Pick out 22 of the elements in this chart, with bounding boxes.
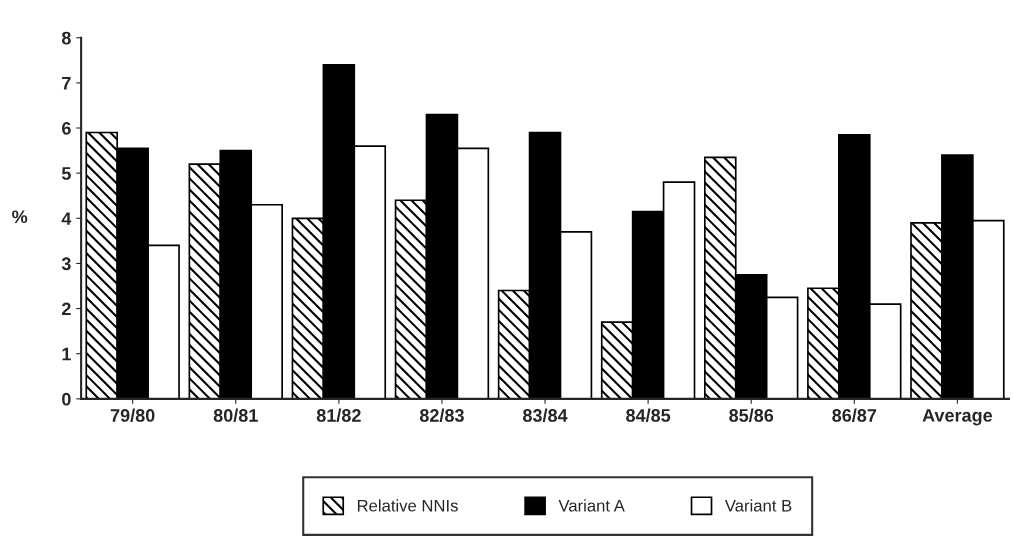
y-tick-label: 6 xyxy=(62,121,71,135)
x-tick-label: 82/83 xyxy=(419,408,464,423)
y-tick-label: 8 xyxy=(61,31,71,45)
x-tick-label: 79/80 xyxy=(110,408,155,423)
x-tick-label: 86/87 xyxy=(832,408,877,423)
y-tick-label: 7 xyxy=(62,76,71,90)
legend-label: Variant A xyxy=(558,499,625,512)
y-tick-label: 5 xyxy=(61,167,71,180)
x-tick-label: 81/82 xyxy=(316,408,361,423)
y-tick-label: 2 xyxy=(61,302,71,316)
x-tick-label: 84/85 xyxy=(626,408,671,423)
legend-label: Variant B xyxy=(724,499,792,512)
y-axis-title: % xyxy=(12,210,28,224)
x-tick-label: 83/84 xyxy=(523,408,568,423)
y-tick-label: 4 xyxy=(61,212,72,225)
x-tick-label: 85/86 xyxy=(729,408,774,423)
y-tick-label: 1 xyxy=(62,347,71,361)
x-tick-label: Average xyxy=(922,409,993,426)
x-tick-label: 80/81 xyxy=(213,408,258,423)
y-tick-label: 3 xyxy=(61,257,71,271)
legend-label: Relative NNIs xyxy=(357,499,458,512)
y-tick-label: 0 xyxy=(62,392,71,406)
